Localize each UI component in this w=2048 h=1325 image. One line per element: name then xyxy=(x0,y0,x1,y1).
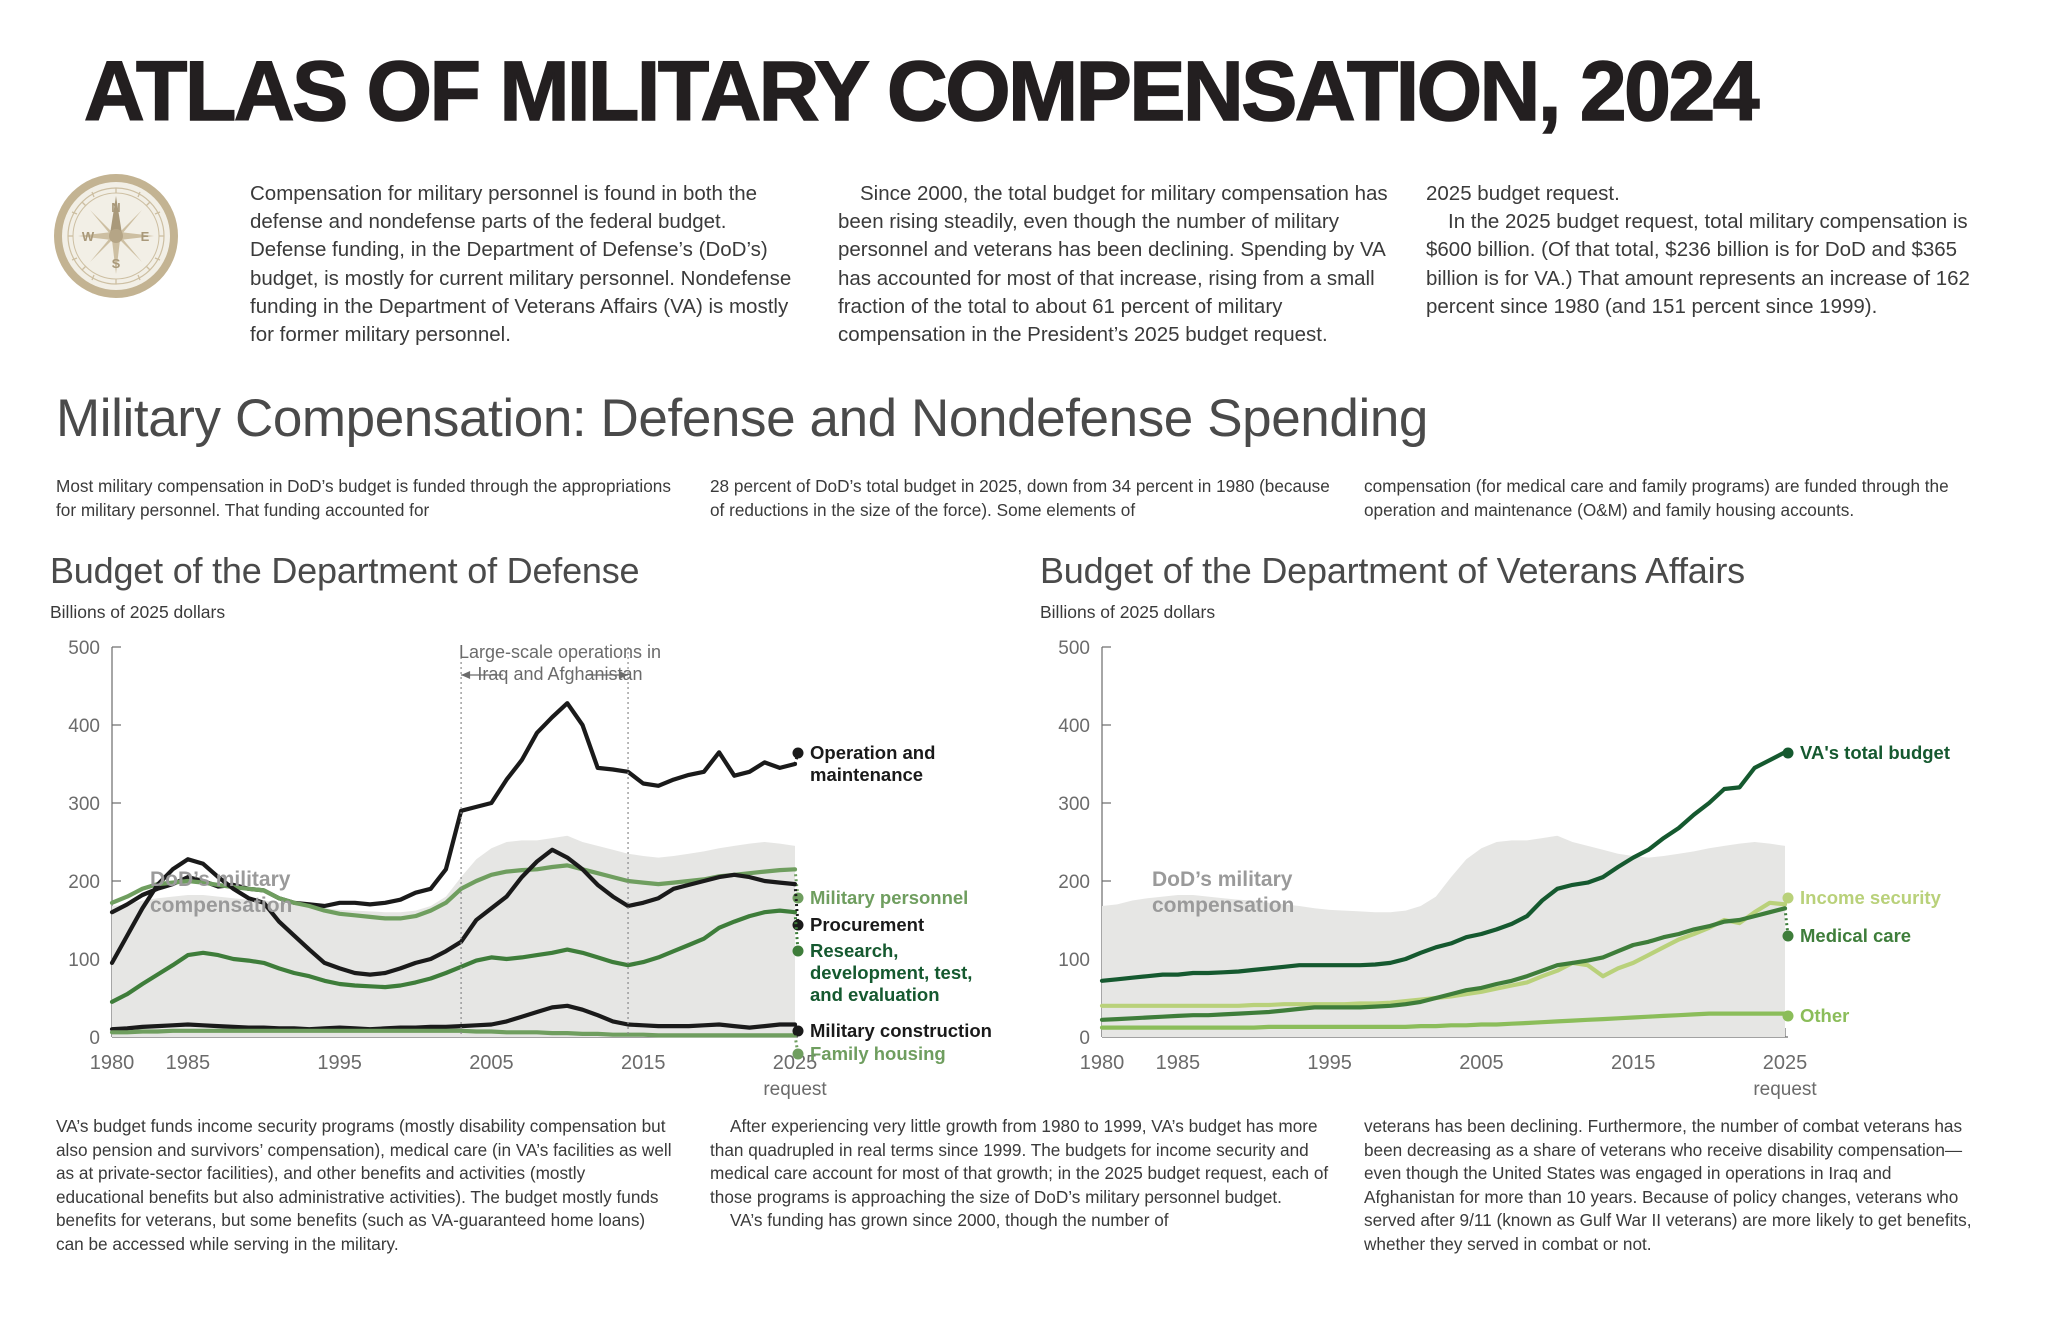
svg-text:0: 0 xyxy=(89,1028,100,1049)
svg-text:1995: 1995 xyxy=(317,1052,362,1074)
svg-text:1985: 1985 xyxy=(166,1052,211,1074)
footer-column-2: After experiencing very little growth fr… xyxy=(710,1115,1330,1257)
intro-column-3: 2025 budget request. In the 2025 budget … xyxy=(1426,180,1980,349)
svg-text:S: S xyxy=(112,256,121,271)
svg-text:300: 300 xyxy=(1058,794,1090,815)
section-subtext: Most military compensation in DoD’s budg… xyxy=(56,475,1988,522)
svg-text:500: 500 xyxy=(1058,638,1090,659)
svg-text:1995: 1995 xyxy=(1307,1052,1352,1074)
section-subtext-2: 28 percent of DoD’s total budget in 2025… xyxy=(710,475,1330,522)
chart-dod-band-label: DoD’s military compensation xyxy=(150,868,293,917)
chart-dod: Budget of the Department of Defense Bill… xyxy=(50,550,1040,1107)
chart-dod-label-milpers: Military personnel xyxy=(810,887,969,908)
intro-column-1: Compensation for military personnel is f… xyxy=(250,180,804,349)
masthead: ATLAS OF MILITARY COMPENSATION, 2024 xyxy=(83,44,1984,138)
svg-text:200: 200 xyxy=(68,872,100,893)
svg-text:2015: 2015 xyxy=(621,1052,666,1074)
footer-text-1: VA’s budget funds income security progra… xyxy=(56,1116,672,1254)
svg-text:400: 400 xyxy=(68,716,100,737)
footer-columns: VA’s budget funds income security progra… xyxy=(56,1115,1996,1257)
chart-dod-label-procurement: Procurement xyxy=(810,914,925,935)
chart-va-band-label: DoD’s military compensation xyxy=(1152,868,1295,917)
footer-text-2a: After experiencing very little growth fr… xyxy=(710,1116,1329,1207)
intro-text-1: Compensation for military personnel is f… xyxy=(250,182,792,347)
svg-text:400: 400 xyxy=(1058,716,1090,737)
chart-va: Budget of the Department of Veterans Aff… xyxy=(1040,550,2030,1107)
svg-text:0: 0 xyxy=(1079,1028,1090,1049)
svg-text:request: request xyxy=(763,1079,827,1100)
svg-text:300: 300 xyxy=(68,794,100,815)
intro-column-2: Since 2000, the total budget for militar… xyxy=(838,180,1392,349)
section-subtext-3: compensation (for medical care and famil… xyxy=(1364,475,1984,522)
svg-text:2005: 2005 xyxy=(469,1052,514,1074)
svg-text:1980: 1980 xyxy=(90,1052,135,1074)
intro-text-2: Since 2000, the total budget for militar… xyxy=(838,182,1388,347)
chart-va-label-total: VA's total budget xyxy=(1800,742,1950,763)
chart-dod-label-milcon: Military construction xyxy=(810,1020,992,1041)
svg-text:2005: 2005 xyxy=(1459,1052,1504,1074)
chart-va-label-medical-care: Medical care xyxy=(1800,925,1912,946)
svg-text:N: N xyxy=(111,200,120,215)
svg-text:100: 100 xyxy=(68,950,100,971)
section-subtext-3-text: compensation (for medical care and famil… xyxy=(1364,476,1949,520)
page-title: ATLAS OF MILITARY COMPENSATION, 2024 xyxy=(83,44,1760,138)
section-subtext-1: Most military compensation in DoD’s budg… xyxy=(56,475,676,522)
svg-text:E: E xyxy=(141,229,150,244)
svg-text:500: 500 xyxy=(68,638,100,659)
svg-text:W: W xyxy=(82,229,95,244)
chart-dod-plot: 0 100 200 300 400 500 1980 1985 1995 2005 2015 2025… xyxy=(50,637,1040,1107)
intro-text-3b: In the 2025 budget request, total milita… xyxy=(1426,210,1970,318)
svg-text:200: 200 xyxy=(1058,872,1090,893)
svg-text:2015: 2015 xyxy=(1611,1052,1656,1074)
footer-text-2b: VA’s funding has grown since 2000, thoug… xyxy=(730,1210,1169,1231)
chart-dod-label-rdte: Research, development, test, and evaluat… xyxy=(810,940,973,1005)
chart-dod-label-famhousing: Family housing xyxy=(810,1043,946,1064)
chart-dod-units: Billions of 2025 dollars xyxy=(50,602,226,622)
chart-va-plot: 0 100 200 300 400 500 1980 1985 1995 2005 2015 2025… xyxy=(1040,637,2030,1107)
section-subtext-2-text: 28 percent of DoD’s total budget in 2025… xyxy=(710,476,1330,520)
chart-dod-label-om: Operation and maintenance xyxy=(810,742,936,785)
svg-text:1985: 1985 xyxy=(1156,1052,1201,1074)
intro-columns: Compensation for military personnel is f… xyxy=(250,180,1990,349)
chart-va-units: Billions of 2025 dollars xyxy=(1040,602,1216,622)
chart-va-label-income-security: Income security xyxy=(1800,887,1941,908)
chart-dod-annotation: Large-scale operations in Iraq and Afgha… xyxy=(458,642,662,684)
section-heading: Military Compensation: Defense and Nonde… xyxy=(56,389,1428,448)
footer-column-3: veterans has been declining. Furthermore… xyxy=(1364,1115,1984,1257)
svg-text:request: request xyxy=(1753,1079,1817,1100)
chart-dod-title: Budget of the Department of Defense xyxy=(50,550,640,591)
svg-text:2025: 2025 xyxy=(773,1052,818,1074)
footer-column-1: VA’s budget funds income security progra… xyxy=(56,1115,676,1257)
section-subtext-1-text: Most military compensation in DoD’s budg… xyxy=(56,476,671,520)
svg-text:100: 100 xyxy=(1058,950,1090,971)
svg-text:1980: 1980 xyxy=(1080,1052,1125,1074)
intro-text-3a: 2025 budget request. xyxy=(1426,182,1620,205)
svg-text:2025: 2025 xyxy=(1763,1052,1808,1074)
compass-rose-icon: N S W E xyxy=(52,172,180,300)
chart-va-title: Budget of the Department of Veterans Aff… xyxy=(1040,550,1745,591)
chart-va-label-other: Other xyxy=(1800,1005,1850,1026)
footer-text-3: veterans has been declining. Furthermore… xyxy=(1364,1116,1972,1254)
